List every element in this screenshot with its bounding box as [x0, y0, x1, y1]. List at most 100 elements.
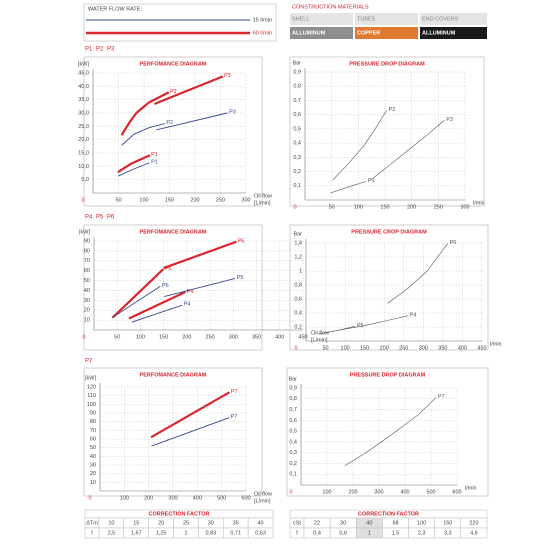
x-tick-label: 600: [241, 495, 250, 501]
x-tick-label: 100: [354, 204, 363, 210]
y-tick-label: 40: [90, 454, 96, 460]
curve-label: P5: [238, 238, 245, 244]
curve: [370, 120, 445, 181]
table-value: 0,71: [230, 530, 241, 536]
curve-label: P6: [162, 283, 169, 289]
curve-label: P6: [165, 266, 172, 272]
material-value: ALLUMINUM: [292, 30, 326, 36]
y-tick-label: 50: [90, 445, 96, 451]
curve: [164, 278, 236, 297]
table-value: 30: [340, 520, 346, 526]
x-axis-label: Oil flow: [254, 193, 272, 199]
origin-label: 0: [289, 489, 292, 495]
x-axis-label: Oil flow: [254, 491, 272, 497]
material-header: TUBES: [357, 16, 376, 22]
flow-legend-title: WATER FLOW RATE:: [88, 6, 142, 12]
curve: [118, 162, 150, 177]
flow-legend-label: 60 l/min: [253, 30, 272, 36]
y-tick-label: 5,0: [81, 177, 89, 183]
table-value: 1,67: [131, 530, 142, 536]
chart-title: PERFOMANCE DIAGRAM: [140, 372, 207, 378]
y-tick-label: 20: [84, 308, 90, 314]
y-tick-label: 35,0: [78, 97, 89, 103]
curve: [131, 304, 183, 323]
y-tick-label: 80: [90, 419, 96, 425]
x-tick-label: 100: [139, 197, 148, 203]
y-tick-label: 0,7: [293, 98, 301, 104]
y-tick-label: 40: [84, 288, 90, 294]
y-tick-label: 0,3: [289, 450, 297, 456]
chart-title: PRESSURE CROP DIAGRAM: [351, 229, 427, 235]
y-tick-label: 0,6: [289, 418, 297, 424]
y-tick-label: 0,4: [289, 439, 297, 445]
table-value: 4,6: [470, 530, 478, 536]
x-tick-label: 300: [229, 334, 238, 340]
y-tick-label: 50: [84, 278, 90, 284]
x-tick-label: 250: [216, 197, 225, 203]
y-tick-label: 110: [87, 393, 96, 399]
x-tick-label: 150: [159, 334, 168, 340]
table-value: f: [91, 530, 93, 536]
material-cell: [290, 27, 353, 39]
x-tick-label: 300: [419, 345, 428, 351]
curve: [154, 75, 224, 105]
origin-label: 0: [82, 334, 85, 340]
curve: [387, 243, 448, 304]
y-tick-label: 90: [84, 238, 90, 244]
curve: [151, 417, 230, 447]
x-tick-label: 200: [348, 489, 357, 495]
y-tick-label: 0,9: [289, 385, 297, 391]
table-value: 22: [314, 520, 320, 526]
table-value: cSt: [293, 520, 301, 526]
x-tick-label: 300: [241, 197, 250, 203]
curve: [117, 154, 151, 173]
y-tick-label: 10: [84, 318, 90, 324]
chart-title: PRESSURE DROP DIAGRAM: [349, 61, 425, 67]
x-tick-label: 50: [329, 204, 335, 210]
y-tick-label: 70: [90, 428, 96, 434]
x-tick-label: 400: [400, 489, 409, 495]
y-axis-label: [kW]: [78, 61, 89, 67]
chart-title: PRESSURE DROP DIAGRAM: [350, 372, 426, 378]
y-tick-label: 0,8: [294, 282, 302, 288]
origin-label: 0: [293, 204, 296, 210]
y-tick-label: 0,2: [289, 461, 297, 467]
material-value: COPPER: [357, 30, 380, 36]
x-axis-label: l/min: [490, 341, 502, 347]
x-tick-label: 100: [120, 495, 129, 501]
y-tick-label: 1,4: [294, 240, 302, 246]
y-tick-label: 0,1: [293, 183, 301, 189]
table-value: 30: [208, 520, 214, 526]
origin-label: 0: [88, 495, 91, 501]
y-tick-label: 90: [90, 410, 96, 416]
curve-label: P3: [229, 109, 236, 115]
curve-label: P7: [231, 389, 238, 395]
table-value: 1: [184, 530, 187, 536]
table-title: CORRECTION FACTOR: [148, 511, 209, 517]
y-tick-label: 60: [84, 268, 90, 274]
table-value: 2,3: [418, 530, 426, 536]
y-tick-label: 100: [87, 402, 96, 408]
y-tick-label: 0,6: [294, 296, 302, 302]
chart-title: PERFOMANCE DIAGRAM: [140, 61, 207, 67]
curve-label: P1: [151, 152, 158, 158]
y-tick-label: 80: [84, 248, 90, 254]
y-tick-label: 10: [90, 480, 96, 486]
table-value: f: [296, 530, 298, 536]
flow-legend-label: 15 l/min: [253, 17, 272, 23]
y-tick-label: 0,3: [293, 155, 301, 161]
x-tick-label: 150: [165, 197, 174, 203]
table-value: 1,5: [392, 530, 400, 536]
y-tick-label: 30: [90, 462, 96, 468]
curve-label: P5: [357, 323, 364, 329]
x-tick-label: 100: [341, 345, 350, 351]
chart-panel: [83, 224, 263, 351]
curve: [111, 268, 164, 319]
curve-label: P4: [410, 312, 417, 318]
table-value: 0,63: [255, 530, 266, 536]
curve-label: P2: [166, 120, 173, 126]
table-value: 0,6: [339, 530, 347, 536]
x-tick-label: 200: [144, 495, 153, 501]
y-tick-label: 1: [299, 268, 302, 274]
curve: [163, 240, 237, 269]
